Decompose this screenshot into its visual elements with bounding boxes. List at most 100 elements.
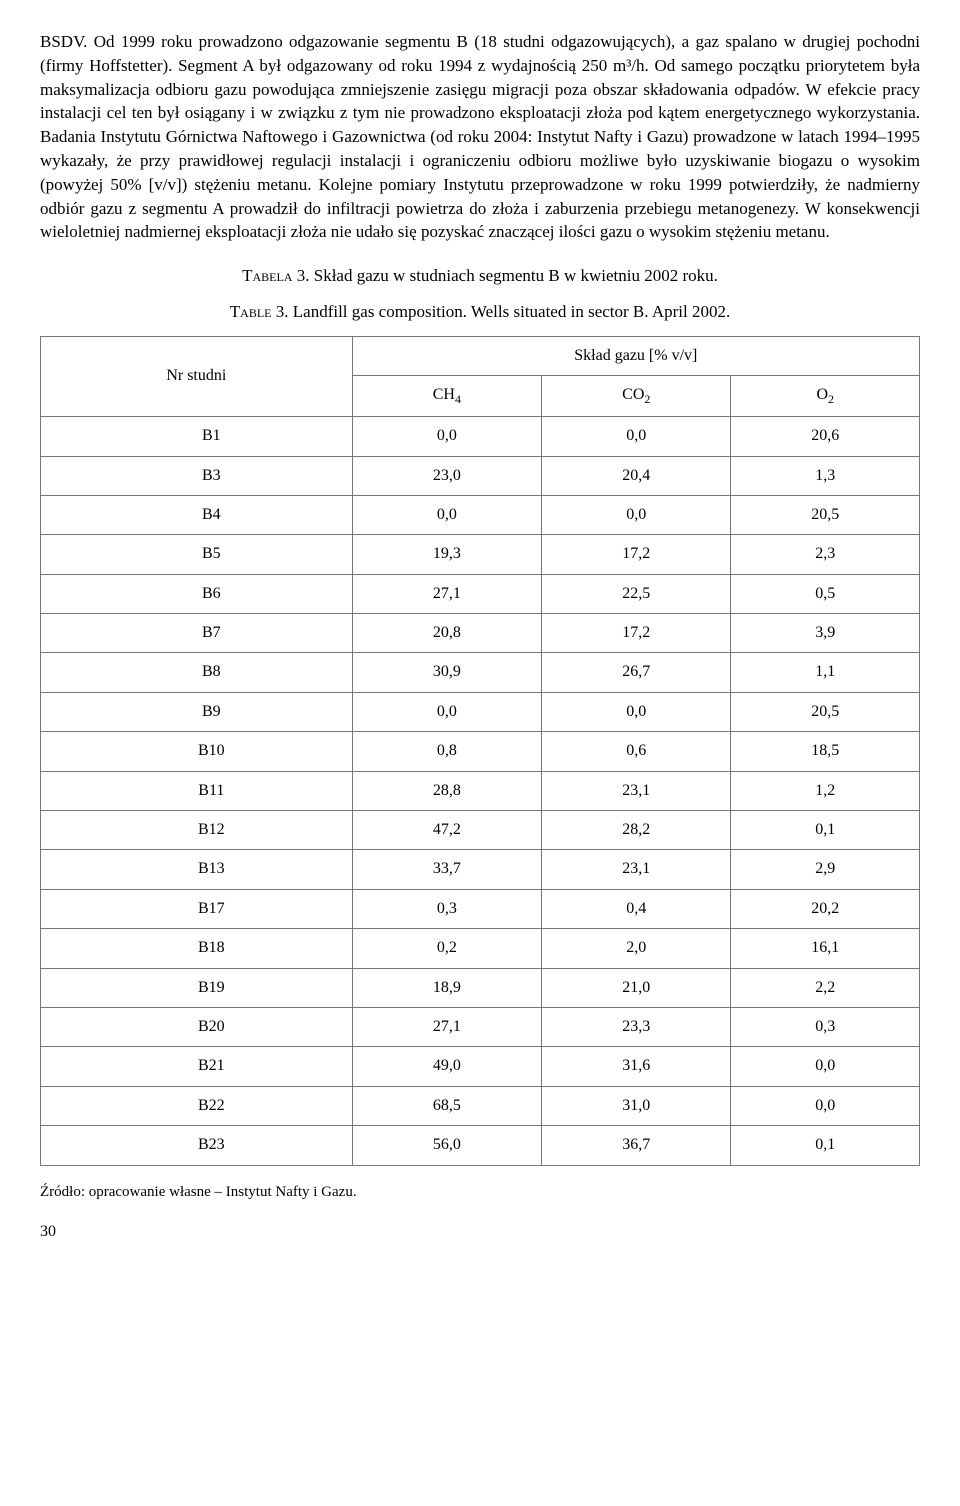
table-row: B40,00,020,5 — [41, 495, 920, 534]
cell-o2: 1,1 — [731, 653, 920, 692]
cell-co2: 21,0 — [542, 968, 731, 1007]
cell-o2: 0,5 — [731, 574, 920, 613]
table-row: B830,926,71,1 — [41, 653, 920, 692]
caption-text-pl: Skład gazu w studniach segmentu B w kwie… — [309, 266, 717, 285]
row-label: B1 — [41, 417, 353, 456]
header-ch4: CH4 — [352, 376, 541, 417]
table-row: B1247,228,20,1 — [41, 811, 920, 850]
table-row: B519,317,22,3 — [41, 535, 920, 574]
cell-co2: 2,0 — [542, 929, 731, 968]
cell-ch4: 49,0 — [352, 1047, 541, 1086]
cell-co2: 36,7 — [542, 1126, 731, 1165]
row-label: B7 — [41, 614, 353, 653]
table-caption-en: Table 3. Landfill gas composition. Wells… — [40, 300, 920, 324]
cell-o2: 1,3 — [731, 456, 920, 495]
header-nr-studni: Nr studni — [41, 336, 353, 416]
cell-o2: 2,3 — [731, 535, 920, 574]
cell-ch4: 18,9 — [352, 968, 541, 1007]
cell-co2: 0,4 — [542, 889, 731, 928]
cell-o2: 0,0 — [731, 1047, 920, 1086]
table-row: B180,22,016,1 — [41, 929, 920, 968]
cell-ch4: 0,0 — [352, 495, 541, 534]
row-label: B6 — [41, 574, 353, 613]
cell-co2: 28,2 — [542, 811, 731, 850]
row-label: B3 — [41, 456, 353, 495]
cell-o2: 0,1 — [731, 811, 920, 850]
cell-o2: 18,5 — [731, 732, 920, 771]
cell-o2: 0,0 — [731, 1086, 920, 1125]
cell-ch4: 28,8 — [352, 771, 541, 810]
table-row: B2268,531,00,0 — [41, 1086, 920, 1125]
gas-composition-table: Nr studni Skład gazu [% v/v] CH4 CO2 O2 … — [40, 336, 920, 1166]
row-label: B13 — [41, 850, 353, 889]
row-label: B8 — [41, 653, 353, 692]
cell-co2: 0,0 — [542, 692, 731, 731]
cell-o2: 2,2 — [731, 968, 920, 1007]
table-header-row-1: Nr studni Skład gazu [% v/v] — [41, 336, 920, 375]
table-row: B10,00,020,6 — [41, 417, 920, 456]
cell-o2: 20,5 — [731, 692, 920, 731]
row-label: B19 — [41, 968, 353, 1007]
cell-ch4: 0,2 — [352, 929, 541, 968]
cell-o2: 20,6 — [731, 417, 920, 456]
row-label: B4 — [41, 495, 353, 534]
row-label: B10 — [41, 732, 353, 771]
cell-o2: 3,9 — [731, 614, 920, 653]
table-row: B1333,723,12,9 — [41, 850, 920, 889]
cell-co2: 23,1 — [542, 771, 731, 810]
header-o2: O2 — [731, 376, 920, 417]
cell-co2: 17,2 — [542, 535, 731, 574]
cell-co2: 31,6 — [542, 1047, 731, 1086]
cell-co2: 0,0 — [542, 417, 731, 456]
table-body: B10,00,020,6B323,020,41,3B40,00,020,5B51… — [41, 417, 920, 1165]
cell-co2: 20,4 — [542, 456, 731, 495]
table-source: Źródło: opracowanie własne – Instytut Na… — [40, 1182, 920, 1203]
caption-label-pl: Tabela 3. — [242, 266, 309, 285]
row-label: B12 — [41, 811, 353, 850]
cell-ch4: 30,9 — [352, 653, 541, 692]
caption-text-en: Landfill gas composition. Wells situated… — [289, 302, 731, 321]
cell-ch4: 47,2 — [352, 811, 541, 850]
header-co2: CO2 — [542, 376, 731, 417]
cell-ch4: 33,7 — [352, 850, 541, 889]
cell-ch4: 68,5 — [352, 1086, 541, 1125]
cell-o2: 0,3 — [731, 1008, 920, 1047]
cell-co2: 22,5 — [542, 574, 731, 613]
cell-o2: 0,1 — [731, 1126, 920, 1165]
cell-ch4: 0,0 — [352, 417, 541, 456]
table-row: B170,30,420,2 — [41, 889, 920, 928]
cell-o2: 20,5 — [731, 495, 920, 534]
row-label: B23 — [41, 1126, 353, 1165]
cell-o2: 2,9 — [731, 850, 920, 889]
body-paragraph: BSDV. Od 1999 roku prowadzono odgazowani… — [40, 30, 920, 244]
cell-ch4: 27,1 — [352, 574, 541, 613]
cell-ch4: 23,0 — [352, 456, 541, 495]
cell-co2: 31,0 — [542, 1086, 731, 1125]
table-row: B100,80,618,5 — [41, 732, 920, 771]
table-row: B2356,036,70,1 — [41, 1126, 920, 1165]
cell-co2: 23,1 — [542, 850, 731, 889]
table-row: B1128,823,11,2 — [41, 771, 920, 810]
table-row: B323,020,41,3 — [41, 456, 920, 495]
cell-co2: 0,0 — [542, 495, 731, 534]
row-label: B11 — [41, 771, 353, 810]
cell-ch4: 56,0 — [352, 1126, 541, 1165]
table-row: B2027,123,30,3 — [41, 1008, 920, 1047]
row-label: B9 — [41, 692, 353, 731]
cell-co2: 17,2 — [542, 614, 731, 653]
row-label: B22 — [41, 1086, 353, 1125]
cell-co2: 26,7 — [542, 653, 731, 692]
cell-ch4: 27,1 — [352, 1008, 541, 1047]
table-caption-pl: Tabela 3. Skład gazu w studniach segment… — [40, 264, 920, 288]
row-label: B17 — [41, 889, 353, 928]
row-label: B20 — [41, 1008, 353, 1047]
header-sklad-gazu: Skład gazu [% v/v] — [352, 336, 919, 375]
caption-label-en: Table 3. — [230, 302, 289, 321]
table-row: B2149,031,60,0 — [41, 1047, 920, 1086]
cell-ch4: 0,8 — [352, 732, 541, 771]
table-row: B720,817,23,9 — [41, 614, 920, 653]
row-label: B5 — [41, 535, 353, 574]
row-label: B21 — [41, 1047, 353, 1086]
cell-o2: 1,2 — [731, 771, 920, 810]
cell-co2: 23,3 — [542, 1008, 731, 1047]
